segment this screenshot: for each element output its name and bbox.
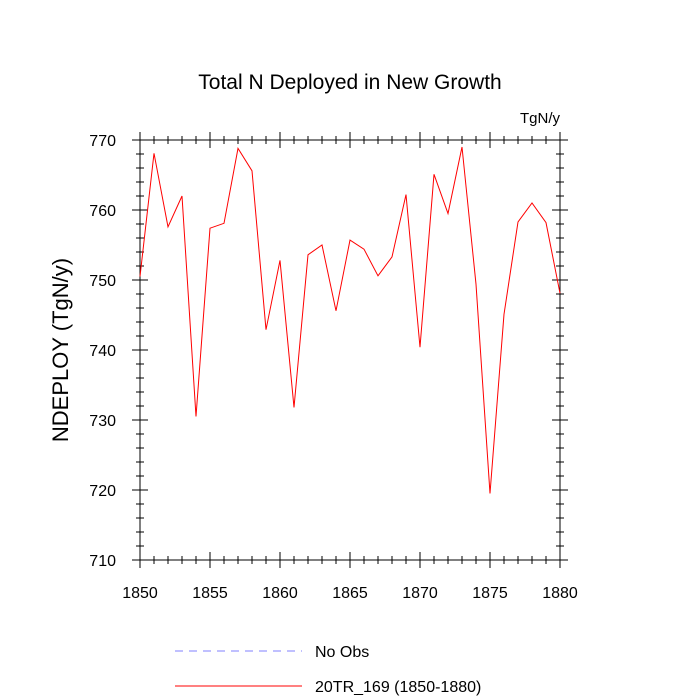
- axis-ticks: [132, 132, 568, 568]
- y-tick-label: 730: [89, 413, 116, 430]
- x-tick-label: 1850: [122, 585, 158, 602]
- plot-frame: [139, 139, 561, 561]
- axis-tick-labels: 1850 1855 1860 1865 1870 1875 1880 710 720 730 740…: [89, 133, 578, 602]
- legend: No Obs 20TR_169 (1850-1880): [175, 644, 481, 696]
- series-layer: [139, 146, 561, 494]
- chart-title: Total N Deployed in New Growth: [198, 71, 501, 94]
- x-tick-label: 1860: [262, 585, 298, 602]
- legend-label-1: 20TR_169 (1850-1880): [315, 679, 481, 696]
- y-tick-label: 720: [89, 483, 116, 500]
- legend-label-0: No Obs: [315, 644, 369, 661]
- y-tick-label: 750: [89, 273, 116, 290]
- y-tick-label: 740: [89, 343, 116, 360]
- x-tick-label: 1880: [542, 585, 578, 602]
- y-tick-label: 710: [89, 553, 116, 570]
- x-tick-label: 1865: [332, 585, 368, 602]
- y-axis-label: NDEPLOY (TgN/y): [48, 258, 73, 442]
- units-label: TgN/y: [520, 110, 561, 127]
- x-tick-label: 1875: [472, 585, 508, 602]
- y-tick-label: 770: [89, 133, 116, 150]
- x-tick-label: 1855: [192, 585, 228, 602]
- series-line-1: [139, 146, 561, 494]
- y-tick-label: 760: [89, 203, 116, 220]
- x-tick-label: 1870: [402, 585, 438, 602]
